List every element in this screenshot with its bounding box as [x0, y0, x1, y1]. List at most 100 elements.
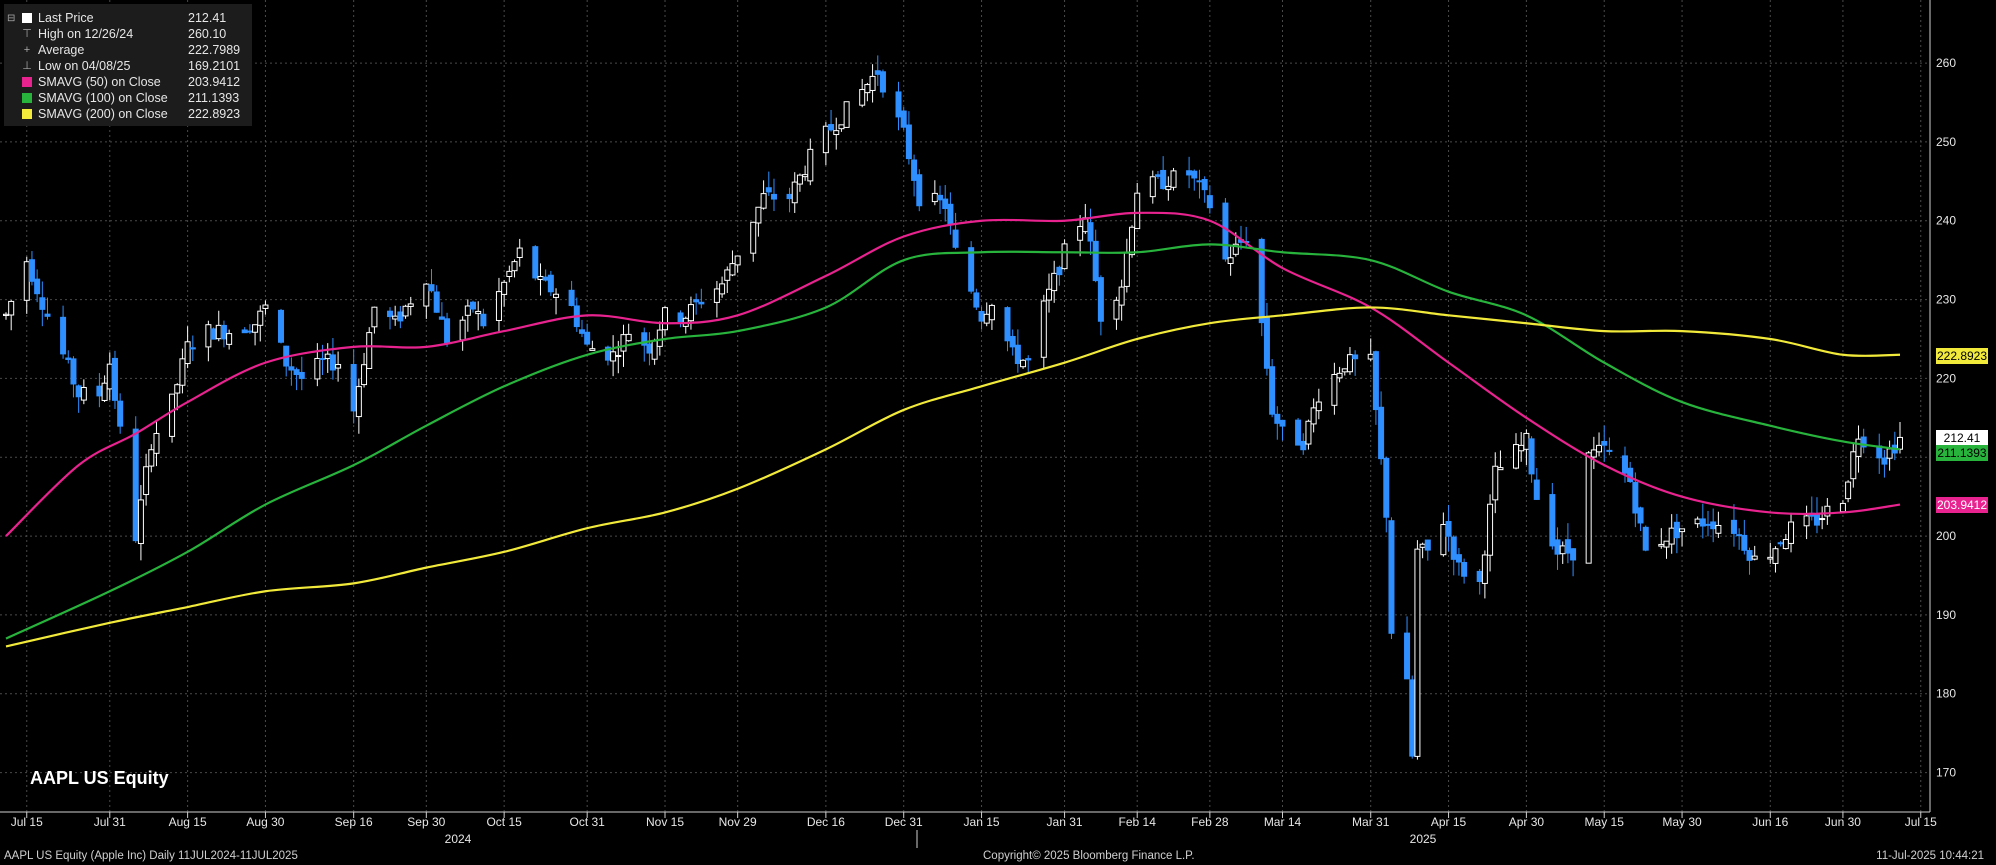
candle	[252, 324, 259, 346]
candle-body	[578, 329, 585, 334]
candle	[750, 221, 757, 262]
candle-body	[1736, 534, 1743, 537]
candle	[1705, 510, 1712, 537]
candle	[132, 416, 139, 543]
candle	[1497, 450, 1504, 471]
candle	[475, 301, 482, 331]
candle-body	[1409, 679, 1416, 757]
candle-body	[1077, 226, 1084, 241]
value-tag: 203.9412	[1936, 497, 1988, 513]
candle-body	[1009, 335, 1016, 348]
candle	[1020, 359, 1027, 369]
candle-body	[1860, 436, 1867, 448]
candle	[807, 138, 814, 186]
candle-body	[937, 194, 944, 201]
candle-body	[1258, 238, 1265, 324]
candle	[1424, 539, 1431, 561]
candle	[1559, 541, 1566, 564]
candle	[205, 320, 212, 362]
candle-body	[1279, 419, 1286, 427]
candle-body	[1061, 243, 1068, 270]
candle	[1087, 208, 1094, 255]
candle	[1040, 294, 1047, 369]
candle	[1165, 176, 1172, 201]
candle	[1009, 329, 1016, 356]
candle	[23, 256, 30, 314]
candle-body	[1450, 536, 1457, 560]
candle	[153, 421, 160, 467]
x-tick-label: Jul 15	[1905, 815, 1937, 829]
candle	[28, 251, 35, 286]
candle-body	[1201, 179, 1208, 191]
candle	[1788, 512, 1795, 553]
candle-body	[1679, 528, 1686, 533]
candle-body	[1310, 407, 1317, 425]
candle	[698, 288, 705, 309]
candle	[1367, 338, 1374, 362]
x-tick-label: Jul 15	[11, 815, 43, 829]
candle-body	[1897, 436, 1903, 450]
candle-body	[786, 193, 793, 200]
footer-description: AAPL US Equity (Apple Inc) Daily 11JUL20…	[4, 850, 298, 862]
candle-body	[646, 343, 653, 354]
candle	[1445, 504, 1452, 552]
candle	[70, 356, 77, 398]
candle	[464, 299, 471, 332]
legend-swatch-magenta	[22, 77, 32, 87]
candle-body	[184, 341, 191, 365]
candle-body	[1025, 358, 1032, 361]
collapse-icon[interactable]: ⊟	[7, 13, 16, 24]
candle	[589, 340, 596, 351]
candle-body	[713, 288, 720, 303]
candle	[444, 312, 451, 347]
candle-body	[724, 269, 731, 281]
y-tick-label: 260	[1936, 56, 1956, 70]
candle	[542, 269, 549, 282]
candle-body	[833, 130, 840, 136]
legend-swatch-white	[22, 13, 32, 23]
candle-body	[96, 385, 103, 397]
candle	[1186, 156, 1193, 189]
candle-body	[428, 284, 435, 292]
candle-body	[28, 259, 35, 282]
candle-body	[1123, 251, 1130, 287]
candle-body	[532, 246, 539, 279]
candle-body	[1642, 526, 1649, 551]
candle-body	[1694, 518, 1701, 525]
candle	[516, 238, 523, 267]
candle-body	[1367, 353, 1374, 360]
candle-body	[1881, 457, 1888, 465]
candle	[729, 250, 736, 277]
candle	[1045, 273, 1052, 313]
candle	[1025, 355, 1032, 374]
candle	[1481, 550, 1488, 599]
candle-body	[719, 283, 726, 295]
candle	[879, 69, 886, 98]
candle	[641, 327, 648, 362]
candle-body	[407, 303, 414, 307]
candle-body	[869, 75, 876, 91]
candle	[495, 277, 502, 333]
sma100-line	[5, 243, 1901, 640]
x-tick-label: Feb 28	[1191, 815, 1229, 829]
candle-body	[1160, 169, 1167, 190]
legend-item-high: ⊤ High on 12/26/24 260.10	[22, 27, 227, 41]
candle-body	[1263, 316, 1270, 369]
candle	[1679, 528, 1686, 547]
candle	[1513, 433, 1520, 470]
candle	[1419, 542, 1426, 559]
candle-body	[293, 369, 300, 376]
candle	[770, 178, 777, 212]
candle	[1549, 482, 1556, 550]
candle-body	[859, 89, 866, 106]
candle-body	[8, 300, 15, 316]
candle	[1305, 419, 1312, 450]
candle	[1533, 467, 1540, 500]
candle	[1341, 368, 1348, 376]
x-tick-label: Jan 31	[1047, 815, 1083, 829]
y-tick-label: 220	[1936, 371, 1956, 385]
candle	[1476, 569, 1483, 595]
candle-body	[1533, 479, 1540, 500]
candle	[179, 348, 186, 394]
candle-body	[952, 229, 959, 248]
